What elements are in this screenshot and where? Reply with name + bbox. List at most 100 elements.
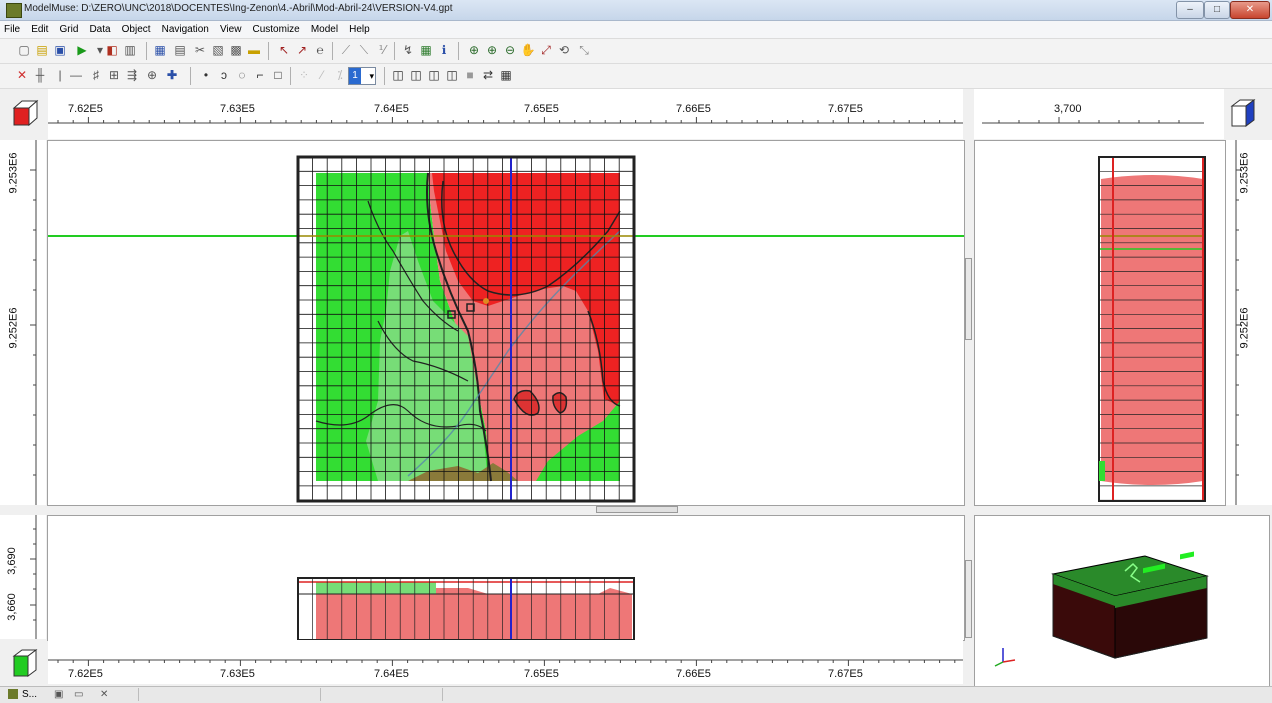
select-arrow-icon[interactable]: ↖ (278, 43, 290, 57)
refresh-icon[interactable]: ⇄ (482, 68, 494, 82)
layer-select[interactable]: 1 ▾ (348, 67, 376, 85)
add-column-icon[interactable]: — (70, 68, 82, 82)
grid-view-icon[interactable]: ▦ (154, 43, 166, 57)
info-icon[interactable]: ℹ (441, 43, 447, 57)
menu-grid[interactable]: Grid (59, 24, 79, 35)
view-top-icon[interactable]: ◫ (392, 68, 404, 82)
open-file-icon[interactable]: ▤ (36, 43, 48, 57)
maximize-icon[interactable]: ▭ (74, 689, 84, 700)
lasso-icon[interactable]: ℮ (316, 43, 324, 57)
menu-file[interactable]: File (4, 24, 21, 35)
front-y-tick-label: 3,660 (5, 593, 18, 621)
insert-point-icon[interactable]: ⁄ (320, 68, 323, 82)
add-point-icon[interactable]: ⁘ (298, 68, 310, 82)
add-row-icon[interactable]: ╫ (35, 68, 45, 82)
maximize-button[interactable]: □ (1204, 1, 1230, 19)
rectangle-icon[interactable]: □ (274, 68, 282, 82)
chart-icon[interactable]: ▥ (124, 43, 136, 57)
rotate-grid-icon[interactable]: ⊕ (146, 68, 158, 82)
front-view-x-ruler: 7.62E5 7.63E5 7.64E5 7.65E5 7.66E5 7.67E… (48, 640, 963, 684)
taskbar-thumbnail[interactable]: S... ▣ ▭ ✕ (4, 688, 139, 701)
side-view-cube-icon[interactable] (1228, 98, 1258, 128)
x-tick-label: 7.63E5 (220, 103, 255, 115)
top-view-panel[interactable] (47, 140, 965, 513)
side-y-tick-label: 9.252E6 (1238, 307, 1251, 349)
front-y-tick-label: 3,690 (5, 547, 18, 575)
top-view-y-ruler: 9.253E6 9.252E6 (0, 140, 46, 505)
vertical-splitter-handle[interactable] (965, 258, 972, 340)
close-button[interactable]: ✕ (1230, 1, 1270, 19)
top-view-cube-icon[interactable] (10, 98, 40, 128)
split-icon[interactable]: ⅟ (378, 43, 386, 57)
column-spacing-icon[interactable]: ♯ (93, 68, 99, 82)
x-tick-label: 7.64E5 (374, 668, 409, 680)
menu-edit[interactable]: Edit (31, 24, 49, 35)
view-front-icon[interactable]: ◫ (410, 68, 422, 82)
print-icon[interactable]: ▩ (230, 43, 242, 57)
restore-view-icon[interactable]: ⤡ (579, 43, 589, 57)
paste-icon[interactable]: ▧ (212, 43, 224, 57)
delete-segment-icon[interactable]: ⁒ (337, 68, 343, 82)
close-icon[interactable]: ✕ (100, 689, 109, 700)
x-tick-label: 7.63E5 (220, 668, 255, 680)
menu-data[interactable]: Data (89, 24, 111, 35)
zoom-in-icon[interactable]: ⊕ (486, 43, 498, 57)
x-tick-label: 7.67E5 (828, 668, 863, 680)
grid-toggle-icon[interactable]: ▦ (500, 68, 512, 82)
menu-bar: File Edit Grid Data Object Navigation Vi… (0, 21, 1272, 39)
dropdown-arrow-icon[interactable]: ▾ (96, 43, 104, 57)
delete-vertex-icon[interactable]: ⟍ (359, 43, 369, 57)
color-grid-icon[interactable]: ▦ (420, 43, 432, 57)
run-model-icon[interactable]: ▶ (77, 43, 87, 57)
zoom-icon[interactable]: ⊕ (468, 43, 480, 57)
zoom-extents-icon[interactable]: ⤢ (541, 43, 551, 57)
add-vertex-icon[interactable]: ⟋ (341, 43, 351, 57)
menu-customize[interactable]: Customize (252, 24, 300, 35)
grid-spacing-icon[interactable]: ⊞ (108, 68, 120, 82)
restore-icon[interactable]: ▣ (54, 689, 64, 700)
copy-icon[interactable]: ▤ (174, 43, 186, 57)
menu-help[interactable]: Help (349, 24, 370, 35)
point-icon[interactable]: • (203, 68, 209, 82)
view-side-icon[interactable]: ◫ (428, 68, 440, 82)
divider-icon: | (58, 68, 62, 82)
save-icon[interactable]: ▣ (54, 43, 66, 57)
x-tick-label: 7.62E5 (68, 668, 103, 680)
pan-icon[interactable]: ✋ (520, 43, 536, 57)
edit-object-icon[interactable]: ↯ (402, 43, 414, 57)
front-view-section[interactable] (48, 516, 964, 640)
layer-value: 1 (349, 68, 361, 84)
3d-view-panel[interactable] (974, 515, 1270, 687)
rotate-icon[interactable]: ⟲ (558, 43, 570, 57)
menu-object[interactable]: Object (121, 24, 151, 35)
view-3d-icon[interactable]: ◫ (446, 68, 458, 82)
export-icon[interactable]: ◧ (106, 43, 118, 57)
side-view-section[interactable] (975, 141, 1225, 505)
front-view-cube-icon[interactable] (10, 648, 40, 678)
front-view-panel[interactable] (47, 515, 965, 641)
menu-navigation[interactable]: Navigation (161, 24, 209, 35)
smooth-grid-icon[interactable]: ⇶ (126, 68, 138, 82)
menu-view[interactable]: View (219, 24, 242, 35)
menu-model[interactable]: Model (310, 24, 339, 35)
measure-icon[interactable]: ▬ (248, 43, 260, 57)
line-icon[interactable]: ↄ (221, 68, 227, 82)
minimize-button[interactable]: – (1176, 1, 1204, 19)
top-view-map[interactable] (48, 141, 964, 505)
delete-icon[interactable]: ✕ (16, 68, 28, 82)
3d-model-block[interactable] (975, 516, 1269, 686)
front-view-y-ruler: 3,690 3,660 (0, 515, 46, 639)
view-hidden-icon[interactable]: ■ (466, 68, 474, 82)
horizontal-splitter-handle[interactable] (596, 506, 678, 513)
zoom-out-icon[interactable]: ⊖ (504, 43, 516, 57)
crosshair-icon[interactable]: ✚ (166, 68, 178, 82)
select-points-icon[interactable]: ↗ (296, 43, 308, 57)
cut-icon[interactable]: ✂ (194, 43, 206, 57)
vertical-splitter-handle-bottom[interactable] (965, 560, 972, 638)
app-icon (8, 689, 18, 699)
status-bar: S... ▣ ▭ ✕ (0, 686, 1272, 703)
side-view-panel[interactable] (974, 140, 1226, 506)
new-file-icon[interactable]: ▢ (18, 43, 30, 57)
polygon-icon[interactable]: ◌ (238, 68, 246, 82)
straight-line-icon[interactable]: ⌐ (256, 68, 264, 82)
